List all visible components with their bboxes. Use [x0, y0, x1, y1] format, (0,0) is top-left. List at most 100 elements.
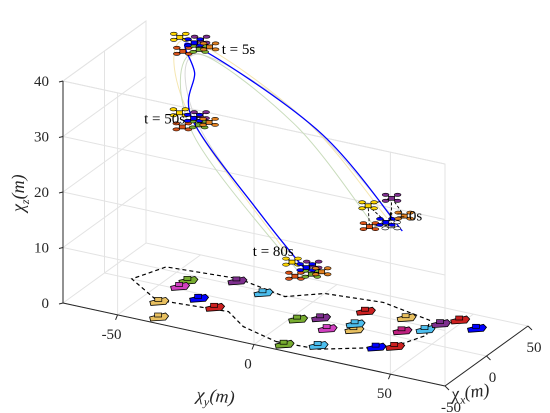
usv-marker: [415, 325, 436, 335]
uav-rotor: [282, 262, 290, 267]
uav-rotor: [189, 50, 197, 54]
uav-marker: [184, 37, 204, 48]
usv-cabin: [401, 313, 410, 319]
usv-cabin: [210, 302, 218, 308]
time-annotation: t = 0s: [389, 208, 423, 224]
usv-marker: [288, 314, 309, 324]
uav-body: [176, 34, 184, 40]
uav-rotor: [199, 117, 207, 121]
uav-rotor: [211, 41, 220, 46]
uav-rotor: [202, 34, 211, 39]
uav-marker: [359, 221, 380, 232]
uav-rotor: [285, 270, 293, 275]
z-tick-mark: [58, 302, 64, 305]
z-tick-label: 40: [34, 74, 49, 90]
tick-labels: 0 10 20 30 40 -50 0 50 -50 0 50: [34, 74, 542, 413]
uav-rotor: [394, 216, 402, 221]
uav-body: [388, 195, 395, 201]
usv-cabin: [232, 276, 241, 282]
usv-marker: [311, 313, 332, 323]
uav-rotor: [393, 198, 402, 203]
uav-marker: [173, 45, 193, 56]
uav-formation: [358, 192, 414, 232]
uav-rotor: [371, 227, 380, 232]
uav-marker: [199, 41, 220, 52]
uav-rotor: [370, 206, 378, 211]
x-tick-label: 0: [489, 370, 497, 386]
uav-rotor: [370, 200, 378, 205]
formation-link: [367, 197, 392, 206]
usv-cabin: [316, 313, 324, 319]
time-annotation: t = 80s: [253, 244, 294, 260]
x-tick-label: -50: [441, 400, 461, 413]
z-tick-label: 0: [42, 296, 50, 312]
usv-cabin: [154, 297, 163, 302]
uav-rotor: [184, 43, 192, 48]
usv-marker: [467, 323, 488, 333]
y-tick-mark: [251, 344, 255, 350]
uav-rotor: [195, 112, 204, 117]
usv-cabin: [183, 276, 192, 281]
uav-rotor: [182, 31, 190, 36]
usv-cabin: [397, 326, 406, 332]
uav-rotor: [308, 262, 316, 267]
uav-body: [178, 124, 186, 130]
grid-line-x: [145, 21, 529, 327]
usv-marker: [366, 342, 387, 352]
uav-rotor: [315, 259, 323, 264]
usv-cabin: [322, 324, 331, 329]
usv-marker: [189, 293, 210, 303]
z-tick-mark: [58, 247, 64, 249]
usv-marker: [396, 313, 417, 323]
uav-formation: [169, 107, 219, 132]
uav-rotor: [312, 266, 320, 271]
uav-rotor: [199, 47, 208, 52]
follower-trajectory: [184, 53, 393, 265]
y-tick-mark: [387, 373, 391, 380]
uav-body: [179, 48, 187, 54]
usv-marker: [317, 324, 338, 334]
uav-rotor: [170, 37, 178, 42]
uav-rotor: [169, 107, 178, 112]
usv-cabin: [154, 312, 162, 318]
usv-cabin: [455, 315, 464, 321]
grid-line-y: [389, 152, 474, 376]
uav-rotor: [406, 210, 414, 215]
uav-body: [382, 220, 390, 225]
uav-rotor: [376, 216, 384, 221]
usv-marker: [149, 312, 170, 322]
x-tick-mark: [486, 355, 491, 361]
z-tick-label: 20: [34, 185, 49, 201]
x-tick-mark: [527, 325, 533, 331]
uav-rotor: [312, 272, 320, 277]
uav-rotor: [393, 226, 401, 231]
y-tick-mark: [115, 314, 119, 321]
uav-rotor: [188, 125, 197, 130]
usv-marker: [355, 306, 376, 316]
uav-rotor: [376, 222, 384, 227]
uav-rotor: [196, 37, 204, 42]
z-tick-mark: [58, 80, 64, 83]
grid-planes: [61, 20, 529, 387]
uav-rotor: [393, 220, 401, 225]
usv-marker: [227, 276, 248, 286]
z-tick-mark: [58, 191, 64, 194]
uav-rotor: [184, 37, 192, 42]
uav-rotor: [202, 110, 210, 115]
uav-body: [400, 213, 408, 219]
uav-rotor: [173, 45, 181, 50]
uav-body: [206, 44, 213, 50]
uav-body: [366, 224, 373, 229]
trajectory-layer: [173, 39, 403, 278]
uav-body: [205, 120, 213, 125]
uav-marker: [381, 192, 402, 203]
usv-marker: [253, 288, 274, 298]
uav-rotor: [285, 276, 293, 281]
uav-rotor: [199, 41, 208, 46]
uav-rotor: [388, 222, 396, 227]
x-tick-label: 50: [527, 340, 542, 356]
uav-rotor: [211, 117, 219, 121]
uav-rotor: [406, 216, 414, 221]
usv-cabin: [194, 293, 202, 299]
usv-cabin: [420, 325, 429, 330]
